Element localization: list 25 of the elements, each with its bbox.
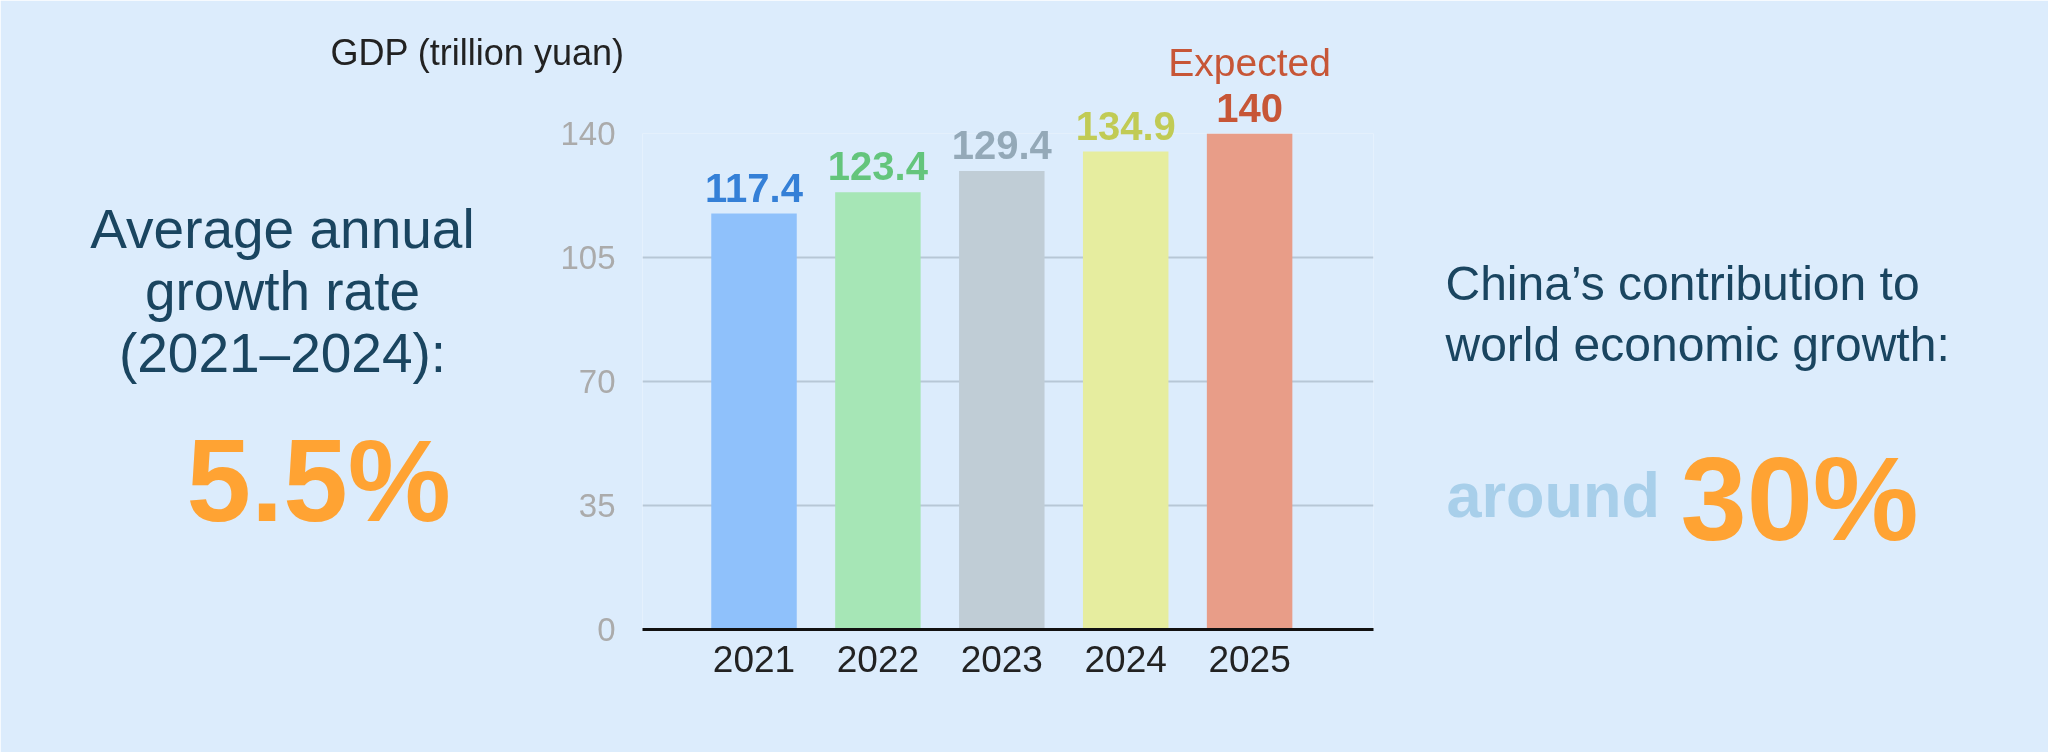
y-tick-label: 70 xyxy=(578,363,616,400)
y-axis-title: GDP (trillion yuan) xyxy=(330,31,624,73)
y-tick-label: 105 xyxy=(560,239,616,276)
y-tick-label: 140 xyxy=(560,115,616,152)
text: China’s contribution to world economic growth: xyxy=(1444,256,1950,371)
x-tick-label: 2025 xyxy=(1208,638,1291,680)
data-label: 134.9 xyxy=(1075,103,1176,148)
x-tick-label: 2023 xyxy=(960,638,1043,680)
data-label: 140 xyxy=(1216,85,1283,130)
x-tick-label: 2022 xyxy=(836,638,920,680)
x-tick-label: 2024 xyxy=(1084,638,1167,680)
x-tick-label: 2021 xyxy=(712,638,796,680)
data-label: 117.4 xyxy=(705,165,804,210)
bar xyxy=(835,192,921,630)
y-tick-label: 0 xyxy=(597,611,616,648)
text: Average annual growth rate (2021–2024): xyxy=(90,197,475,384)
y-tick-label: 35 xyxy=(578,487,616,524)
bar xyxy=(1082,151,1169,630)
data-label: 123.4 xyxy=(827,144,929,189)
bar xyxy=(711,213,797,630)
bar xyxy=(1206,133,1293,630)
data-label: 129.4 xyxy=(951,123,1053,168)
annotation: Expected xyxy=(1168,41,1331,85)
text: 5.5% xyxy=(186,416,451,547)
text: 30% xyxy=(1680,432,1919,566)
